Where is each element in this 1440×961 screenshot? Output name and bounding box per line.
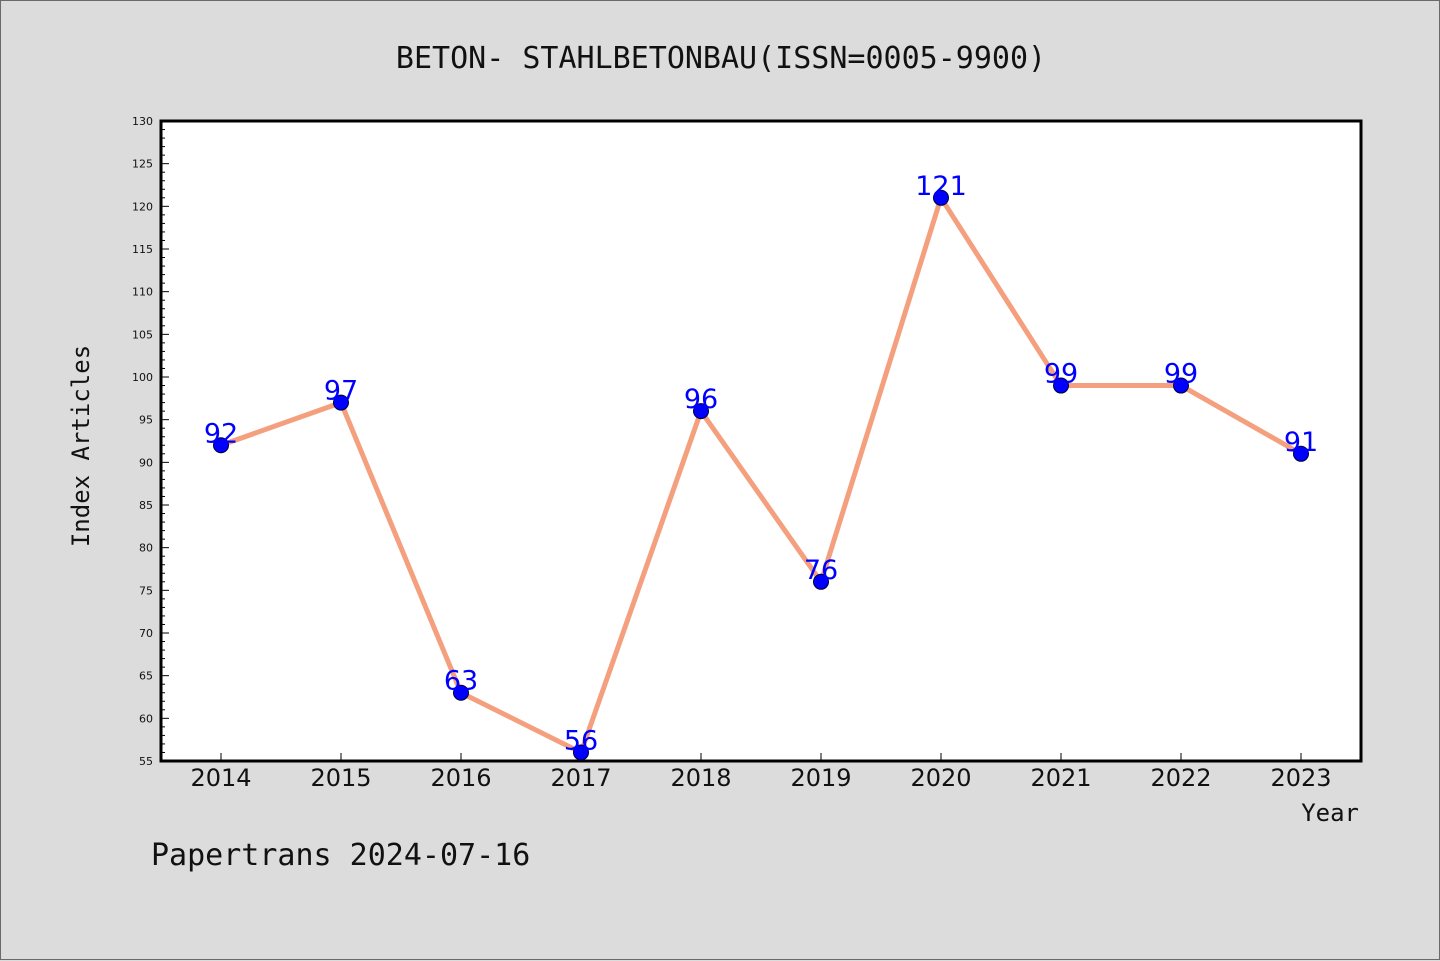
x-tick-label: 2016 [430,764,491,792]
series: 92 97 63 56 96 76 121 99 99 91 [204,171,1318,761]
y-tick-label: 70 [139,627,153,640]
y-axis-title: Index Articles [67,345,95,547]
data-label: 56 [564,725,598,756]
y-tick-label: 55 [139,755,153,768]
data-label: 97 [324,376,358,407]
data-label: 92 [204,418,238,449]
x-tick-label: 2021 [1030,764,1091,792]
data-point [1173,377,1189,394]
data-point [453,684,469,701]
y-tick-label: 110 [132,286,153,299]
y-tick-label: 60 [139,712,153,725]
data-label: 121 [915,171,967,202]
data-label: 63 [444,666,478,697]
y-axis: 55 60 65 70 75 80 85 90 95 100 105 110 115 120 125 130 [132,115,169,768]
series-line [218,195,1304,755]
x-tick-label: 2015 [310,764,371,792]
y-tick-label: 115 [132,243,153,256]
data-label: 91 [1284,427,1318,458]
data-point [813,573,829,590]
plot-area [159,119,1363,763]
y-tick-label: 125 [132,158,153,171]
y-tick-label: 85 [139,499,153,512]
y-tick-label: 100 [132,371,153,384]
x-tick-label: 2020 [910,764,971,792]
x-tick-label: 2014 [190,764,251,792]
y-tick-label: 130 [132,115,153,128]
y-tick-label: 120 [132,200,153,213]
x-tick-label: 2017 [550,764,611,792]
x-tick-label: 2018 [670,764,731,792]
data-label: 96 [684,384,718,415]
y-tick-label: 80 [139,542,153,555]
data-label: 99 [1044,359,1078,390]
data-label: 76 [804,555,838,586]
data-point [933,189,949,206]
y-tick-label: 105 [132,328,153,341]
x-tick-label: 2023 [1270,764,1331,792]
x-axis-title: Year [1301,799,1359,827]
data-point [1053,377,1069,394]
y-tick-label: 95 [139,414,153,427]
y-tick-label: 65 [139,670,153,683]
data-point [333,394,349,411]
y-tick-label: 90 [139,456,153,469]
data-point [573,744,589,761]
data-point [213,437,229,454]
y-tick-label: 75 [139,584,153,597]
footer-text: Papertrans 2024-07-16 [151,838,530,873]
chart-title: BETON- STAHLBETONBAU(ISSN=0005-9900) [396,41,1046,76]
x-tick-label: 2022 [1150,764,1211,792]
data-label: 99 [1164,359,1198,390]
data-point [693,403,709,420]
x-tick-label: 2019 [790,764,851,792]
data-point [1293,445,1309,462]
x-axis: 2014 2015 2016 2017 2018 2019 2020 2021 2022 2023 [190,753,1332,792]
